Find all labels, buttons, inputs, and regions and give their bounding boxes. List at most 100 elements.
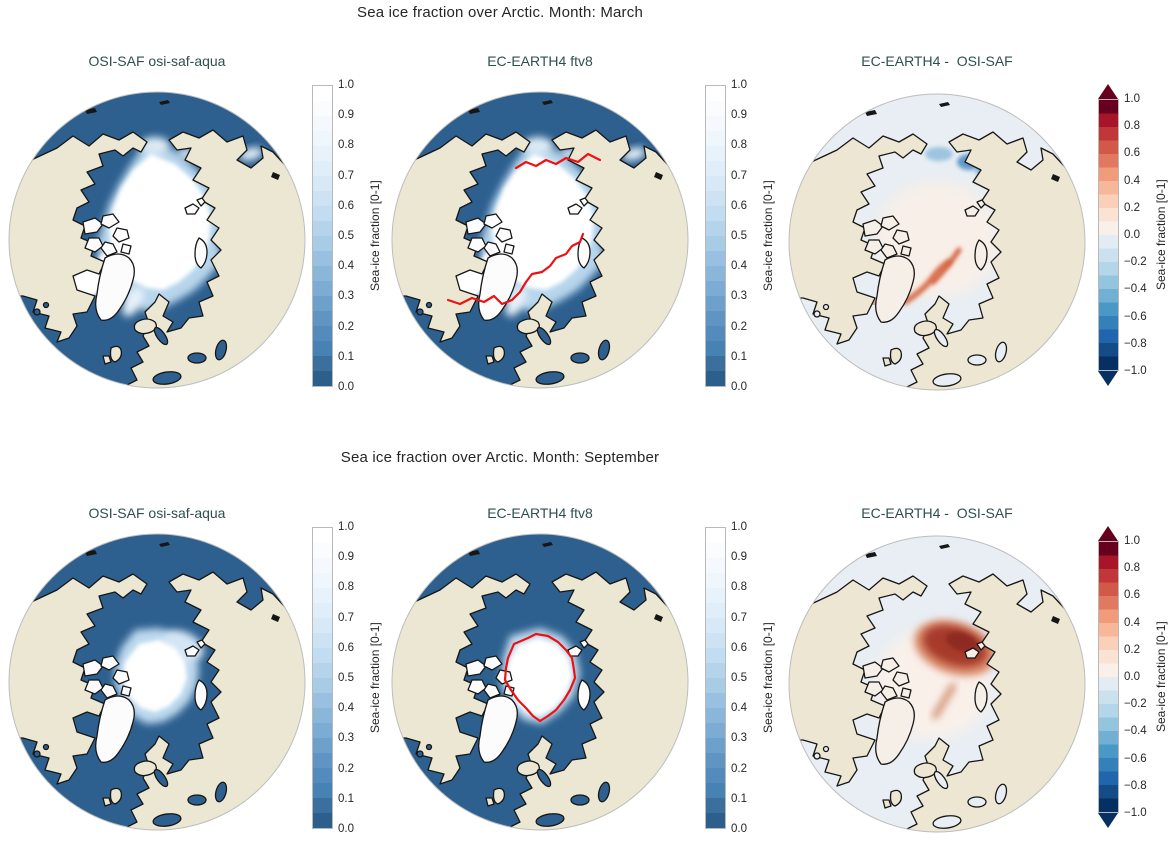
panel-title-march-ec: EC-EARTH4 ftv8 [487,53,593,69]
colorbar-tick: −0.2 [1124,256,1147,269]
colorbar-tick: 0.9 [338,109,354,122]
colorbar-tick: 1.0 [731,521,747,533]
suptitle-september: Sea ice fraction over Arctic. Month: Sep… [340,449,660,466]
colorbar-tick: 0.1 [731,350,747,363]
colorbar-tick: 0.4 [731,260,747,273]
colorbar-tick: 0.8 [338,139,354,152]
colorbar-extend-min-arrow [1098,371,1118,386]
panel-title-sept-osi: OSI-SAF osi-saf-aqua [88,505,226,521]
suptitle-march: Sea ice fraction over Arctic. Month: Mar… [356,4,643,21]
map-march-ec-earth4 [391,91,689,389]
map-boundary [391,533,689,831]
colorbar-tick: 0.3 [338,290,354,303]
colorbar-tick: 0.7 [338,611,354,624]
colorbar-tick: 1.0 [338,521,354,533]
colorbar-sept-diff: 1.0 0.8 0.6 0.4 0.2 0.0 −0.2 −0.4 −0.6 −0.8 −1.0 Se… [1098,526,1170,828]
colorbar-tick: 0.8 [1124,562,1140,575]
colorbar-axis-label: Sea-ice fraction [0-1] [1154,179,1168,291]
colorbar-tick: −0.4 [1124,725,1147,738]
colorbar-tick: 0.9 [731,109,747,122]
colorbar-tick: −0.6 [1124,752,1147,765]
colorbar-tick: 0.6 [338,641,354,654]
colorbar-tick: 0.1 [338,350,354,363]
colorbar-tick: 0.5 [731,672,747,684]
colorbar-gradient [1098,99,1119,371]
colorbar-ticks: 1.0 0.9 0.8 0.7 0.6 0.5 0.4 0.3 0.2 0.1 0.0 [731,521,761,835]
colorbar-tick: 0.5 [731,230,747,242]
colorbar-tick: 0.6 [731,199,747,212]
colorbar-extend-max-arrow [1098,526,1118,541]
colorbar-tick: 0.2 [338,320,354,333]
map-september-ec-earth4 [391,533,689,831]
colorbar-tick: −0.6 [1124,310,1147,323]
colorbar-tick: 0.8 [731,581,747,594]
colorbar-tick: 0.0 [731,381,747,393]
panel-title-sept-ec: EC-EARTH4 ftv8 [487,505,593,521]
colorbar-extend-max-arrow [1098,84,1118,99]
colorbar-tick: 0.4 [338,260,354,273]
colorbar-axis-label: Sea-ice fraction [0-1] [761,622,775,734]
colorbar-sept-ec: 1.0 0.9 0.8 0.7 0.6 0.5 0.4 0.3 0.2 0.1 0.0 Sea-ice… [705,521,785,835]
colorbar-tick: 0.2 [731,320,747,333]
panel-title-march-diff: EC-EARTH4 - OSI-SAF [861,53,1013,69]
colorbar-ticks: 1.0 0.8 0.6 0.4 0.2 0.0 −0.2 −0.4 −0.6 −0.8 −1.0 [1124,535,1154,819]
colorbar-tick: 0.2 [1124,201,1140,214]
map-boundary [8,91,306,389]
colorbar-gradient [1098,541,1119,813]
colorbar-tick: 0.6 [338,199,354,212]
colorbar-tick: 0.9 [338,551,354,564]
colorbar-tick: 0.2 [1124,643,1140,656]
colorbar-tick: −0.2 [1124,698,1147,711]
colorbar-tick: 0.2 [338,762,354,775]
colorbar-tick: 0.0 [1124,671,1140,683]
colorbar-axis-label: Sea-ice fraction [0-1] [368,180,382,292]
colorbar-tick: 0.4 [338,702,354,715]
colorbar-tick: 0.2 [731,762,747,775]
colorbar-tick: 0.8 [1124,120,1140,133]
colorbar-tick: 0.3 [338,732,354,745]
colorbar-tick: 0.8 [731,139,747,152]
colorbar-tick: −0.4 [1124,283,1147,296]
map-boundary [788,93,1086,391]
colorbar-tick: 0.6 [1124,589,1140,602]
colorbar-tick: −1.0 [1124,807,1147,819]
colorbar-tick: −0.8 [1124,337,1147,350]
map-boundary [8,533,306,831]
colorbar-tick: 0.1 [338,792,354,805]
colorbar-axis-label: Sea-ice fraction [0-1] [761,180,775,292]
colorbar-gradient [312,527,333,829]
colorbar-ticks: 1.0 0.9 0.8 0.7 0.6 0.5 0.4 0.3 0.2 0.1 0.0 [338,79,368,393]
colorbar-march-ec: 1.0 0.9 0.8 0.7 0.6 0.5 0.4 0.3 0.2 0.1 0.0 Sea-ice… [705,79,785,393]
colorbar-tick: 0.0 [731,823,747,835]
colorbar-tick: 0.0 [338,381,354,393]
colorbar-tick: 1.0 [1124,535,1140,547]
colorbar-tick: 0.5 [338,672,354,684]
map-boundary [391,91,689,389]
colorbar-axis-label: Sea-ice fraction [0-1] [1154,621,1168,733]
map-march-osi-saf [8,91,306,389]
colorbar-tick: 0.8 [338,581,354,594]
colorbar-tick: 1.0 [1124,93,1140,105]
colorbar-tick: 0.4 [731,702,747,715]
colorbar-extend-min-arrow [1098,813,1118,828]
colorbar-tick: 0.0 [338,823,354,835]
colorbar-ticks: 1.0 0.9 0.8 0.7 0.6 0.5 0.4 0.3 0.2 0.1 0.0 [731,79,761,393]
colorbar-tick: 0.4 [1124,174,1140,187]
colorbar-gradient [705,527,726,829]
colorbar-tick: 1.0 [338,79,354,91]
colorbar-tick: 0.7 [338,169,354,182]
colorbar-tick: 0.5 [338,230,354,242]
colorbar-gradient [705,85,726,387]
colorbar-tick: 0.3 [731,290,747,303]
colorbar-tick: 0.3 [731,732,747,745]
colorbar-ticks: 1.0 0.9 0.8 0.7 0.6 0.5 0.4 0.3 0.2 0.1 0.0 [338,521,368,835]
panel-title-sept-diff: EC-EARTH4 - OSI-SAF [861,505,1013,521]
colorbar-march-diff: 1.0 0.8 0.6 0.4 0.2 0.0 −0.2 −0.4 −0.6 −0.8 −1.0 Se… [1098,84,1170,386]
map-boundary [788,535,1086,833]
map-march-difference [788,93,1086,391]
colorbar-tick: 0.7 [731,611,747,624]
colorbar-tick: −0.8 [1124,779,1147,792]
colorbar-tick: 0.4 [1124,616,1140,629]
colorbar-tick: 0.0 [1124,229,1140,241]
